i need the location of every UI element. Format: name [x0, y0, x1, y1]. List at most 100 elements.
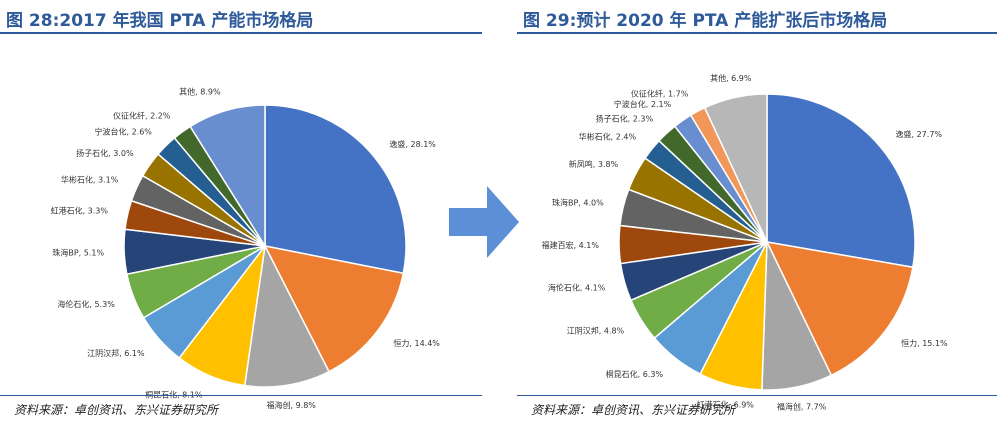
- slice-label: 虹港石化, 3.3%: [51, 205, 109, 215]
- source-rule: [517, 395, 997, 396]
- slice-label: 福海创, 9.8%: [266, 400, 316, 410]
- slice-percent: 7.7%: [806, 402, 827, 411]
- slice-name: 福海创: [266, 400, 290, 410]
- source-rule: [0, 395, 482, 396]
- title-rule: [0, 32, 482, 34]
- title-rule: [517, 32, 997, 34]
- slice-percent: 2.2%: [150, 112, 171, 121]
- slice-percent: 3.8%: [598, 160, 619, 169]
- slice-percent: 4.8%: [604, 327, 625, 336]
- slice-name: 仪征化纤: [631, 89, 663, 99]
- slice-label: 福海创, 7.7%: [777, 401, 827, 411]
- slice-name: 江阴汉邦: [567, 326, 599, 336]
- slice-name: 宁波台化: [614, 99, 646, 109]
- slice-percent: 2.3%: [633, 115, 654, 124]
- slice-label: 恒力, 15.1%: [901, 338, 948, 348]
- pie-slice: [189, 104, 266, 249]
- slice-name: 桐昆石化: [145, 389, 177, 399]
- slice-percent: 3.1%: [98, 176, 119, 185]
- source-note: 资料来源：卓创资讯、东兴证券研究所: [14, 403, 219, 417]
- slice-percent: 3.3%: [88, 206, 109, 215]
- slice-label: 华彬石化, 3.1%: [61, 175, 119, 185]
- slice-name: 恒力: [393, 338, 409, 348]
- slice-label: 扬子石化, 3.0%: [76, 148, 134, 158]
- slice-label: 江阴汉邦, 6.1%: [87, 348, 145, 358]
- pie-slice: [703, 93, 768, 243]
- slice-name: 珠海BP: [52, 248, 78, 258]
- slice-percent: 5.1%: [84, 249, 105, 258]
- slice-percent: 4.1%: [585, 284, 606, 293]
- slice-percent: 15.1%: [922, 339, 948, 348]
- slice-label: 扬子石化, 2.3%: [596, 114, 654, 124]
- slice-name: 其他: [179, 86, 195, 96]
- source-note: 资料来源：卓创资讯、东兴证券研究所: [531, 403, 736, 417]
- slice-label: 恒力, 14.4%: [393, 338, 440, 348]
- slice-percent: 4.0%: [583, 199, 604, 208]
- slice-label: 仪征化纤, 1.7%: [631, 89, 689, 99]
- slice-name: 恒力: [901, 338, 917, 348]
- slice-percent: 9.8%: [296, 401, 317, 410]
- slice-name: 福海创: [777, 401, 801, 411]
- slice-name: 其他: [710, 73, 726, 83]
- slice-label: 宁波台化, 2.6%: [94, 126, 152, 136]
- slice-label: 江阴汉邦, 4.8%: [567, 326, 625, 336]
- slice-label: 宁波台化, 2.1%: [614, 99, 672, 109]
- slice-percent: 8.1%: [182, 390, 203, 399]
- slice-label: 海伦石化, 4.1%: [548, 283, 606, 293]
- slice-label: 新凤鸣, 3.8%: [569, 159, 619, 169]
- slice-name: 仪征化纤: [113, 111, 145, 121]
- slice-name: 华彬石化: [61, 175, 93, 185]
- slice-name: 宁波台化: [94, 126, 126, 136]
- pie-chart-2017: 逸盛, 28.1% 恒力, 14.4% 福海创, 9.8% 桐昆石化, 8.1% 江阴汉…: [51, 86, 441, 410]
- slice-name: 江阴汉邦: [87, 348, 119, 358]
- slice-label: 海伦石化, 5.3%: [57, 299, 115, 309]
- pie-slice: [243, 243, 331, 388]
- slice-percent: 27.7%: [917, 130, 943, 139]
- slice-percent: 4.1%: [579, 241, 600, 250]
- slice-label: 珠海BP, 4.0%: [552, 198, 604, 208]
- pie-slice: [264, 104, 407, 275]
- slice-label: 珠海BP, 5.1%: [52, 248, 104, 258]
- slice-percent: 6.9%: [734, 401, 755, 410]
- slice-percent: 2.4%: [616, 133, 637, 142]
- pie-slice: [765, 241, 914, 377]
- chart-title: 图 28:2017 年我国 PTA 产能市场格局: [6, 11, 314, 31]
- slice-name: 逸盛: [389, 139, 405, 149]
- slice-name: 虹港石化: [51, 205, 83, 215]
- slice-name: 虹港石化: [696, 400, 728, 410]
- slice-percent: 2.6%: [132, 127, 153, 136]
- slice-name: 华彬石化: [579, 132, 611, 142]
- arrow-right-icon: [449, 186, 519, 258]
- slice-label: 福建百宏, 4.1%: [542, 240, 600, 250]
- slice-label: 华彬石化, 2.4%: [579, 132, 637, 142]
- slice-percent: 14.4%: [414, 339, 440, 348]
- slice-label: 虹港石化, 6.9%: [696, 400, 754, 410]
- slice-label: 仪征化纤, 2.2%: [113, 111, 171, 121]
- slice-name: 新凤鸣: [569, 159, 593, 169]
- slice-percent: 6.1%: [124, 349, 145, 358]
- slice-label: 桐昆石化, 8.1%: [145, 389, 203, 399]
- chart-title: 图 29:预计 2020 年 PTA 产能扩张后市场格局: [523, 11, 888, 31]
- slice-label: 逸盛, 28.1%: [389, 139, 436, 149]
- slice-name: 桐昆石化: [606, 369, 638, 379]
- slice-percent: 1.7%: [668, 90, 689, 99]
- slice-name: 逸盛: [896, 129, 912, 139]
- slice-name: 海伦石化: [548, 283, 580, 293]
- slice-percent: 5.3%: [94, 300, 115, 309]
- slice-name: 扬子石化: [76, 148, 108, 158]
- pie-chart-2020: 逸盛, 27.7% 恒力, 15.1% 福海创, 7.7% 虹港石化, 6.9% 桐昆石…: [542, 73, 948, 411]
- slice-label: 桐昆石化, 6.3%: [606, 369, 664, 379]
- pie-slice: [263, 244, 405, 373]
- slice-percent: 3.0%: [113, 149, 134, 158]
- slice-percent: 6.3%: [643, 370, 664, 379]
- slice-percent: 2.1%: [651, 100, 672, 109]
- slice-name: 珠海BP: [552, 198, 578, 208]
- slice-name: 海伦石化: [57, 299, 89, 309]
- slice-label: 其他, 6.9%: [710, 73, 752, 83]
- slice-name: 福建百宏: [542, 240, 574, 250]
- slice-percent: 6.9%: [731, 74, 752, 83]
- slice-percent: 8.9%: [200, 87, 221, 96]
- slice-name: 扬子石化: [596, 114, 628, 124]
- slice-label: 逸盛, 27.7%: [896, 129, 943, 139]
- slice-label: 其他, 8.9%: [179, 86, 221, 96]
